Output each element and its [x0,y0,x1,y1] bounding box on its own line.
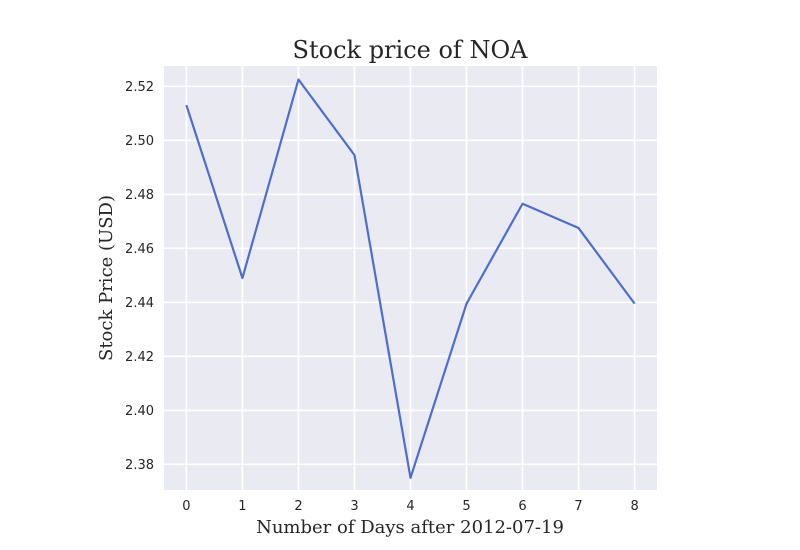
x-tick-label: 1 [238,499,246,514]
x-tick-label: 0 [182,499,190,514]
series-group [185,78,636,479]
x-tick-label: 7 [574,499,582,514]
y-tick-label: 2.44 [125,296,154,311]
y-tick-label: 2.46 [125,242,154,257]
y-tick-label: 2.40 [125,404,154,419]
x-tick-label: 6 [518,499,526,514]
grid-lines [164,66,657,490]
x-axis-label: Number of Days after 2012-07-19 [256,517,564,538]
y-tick-labels: 2.38 2.40 2.42 2.44 2.46 2.48 2.50 2.52 [125,80,154,473]
chart-title: Stock price of NOA [293,36,529,64]
y-tick-label: 2.38 [125,458,154,473]
y-axis-label: Stock Price (USD) [96,195,117,361]
y-tick-label: 2.42 [125,350,154,365]
x-tick-labels: 0 1 2 3 4 5 6 7 8 [182,499,638,514]
y-tick-label: 2.50 [125,134,154,149]
y-tick-label: 2.48 [125,188,154,203]
x-tick-label: 3 [350,499,358,514]
x-tick-label: 5 [462,499,470,514]
series-line [185,78,636,479]
x-tick-label: 2 [294,499,302,514]
y-tick-label: 2.52 [125,80,154,95]
x-tick-label: 4 [406,499,414,514]
x-tick-label: 8 [630,499,638,514]
